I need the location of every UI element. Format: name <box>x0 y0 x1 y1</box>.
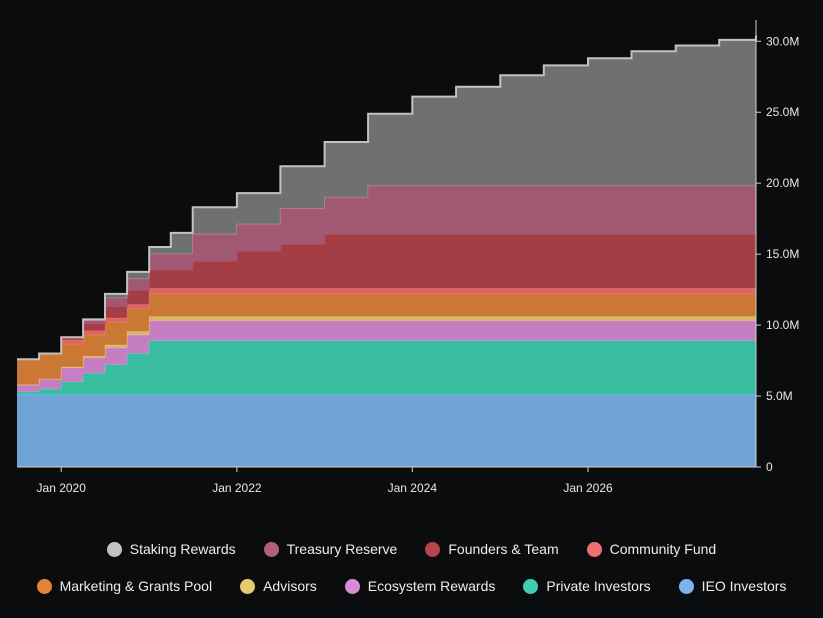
legend-item-staking-rewards[interactable]: Staking Rewards <box>106 541 236 557</box>
area-treasury-reserve <box>17 186 756 360</box>
legend-swatch-icon <box>344 578 360 594</box>
legend-item-community-fund[interactable]: Community Fund <box>586 541 717 557</box>
y-tick-label: 15.0M <box>766 247 799 261</box>
area-private-investors <box>17 340 756 395</box>
legend-item-private-investors[interactable]: Private Investors <box>523 578 651 594</box>
y-tick-label: 5.0M <box>766 389 793 403</box>
legend-row-1: Staking Rewards Treasury Reserve Founders … <box>0 541 823 557</box>
line-staking-rewards <box>17 35 757 361</box>
legend-item-treasury-reserve[interactable]: Treasury Reserve <box>263 541 398 557</box>
legend-swatch-icon <box>425 541 441 557</box>
x-tick-label: Jan 2020 <box>37 481 87 495</box>
legend-row-2: Marketing & Grants Pool Advisors Ecosystem… <box>0 578 823 594</box>
area-ieo-investors <box>17 394 756 467</box>
legend-item-founders-and-team[interactable]: Founders & Team <box>425 541 559 557</box>
legend-swatch-icon <box>106 541 122 557</box>
x-tick-label: Jan 2026 <box>563 481 613 495</box>
legend-label: Ecosystem Rewards <box>367 578 496 594</box>
area-ecosystem-rewards <box>17 320 756 392</box>
legend-label: Treasury Reserve <box>286 541 398 557</box>
legend-swatch-icon <box>36 578 52 594</box>
legend-label: Private Investors <box>546 578 651 594</box>
legend-swatch-icon <box>263 541 279 557</box>
y-axis: 0 5.0M 10.0M 15.0M 20.0M 25.0M 30.0M <box>755 20 799 474</box>
legend-swatch-icon <box>586 541 602 557</box>
legend-label: IEO Investors <box>701 578 787 594</box>
y-tick-label: 10.0M <box>766 318 799 332</box>
y-tick-label: 25.0M <box>766 105 799 119</box>
legend-label: Community Fund <box>609 541 717 557</box>
stacked-areas <box>17 35 757 467</box>
legend-label: Staking Rewards <box>129 541 236 557</box>
x-tick-label: Jan 2024 <box>388 481 438 495</box>
legend-swatch-icon <box>678 578 694 594</box>
x-tick-label: Jan 2022 <box>212 481 262 495</box>
y-tick-label: 20.0M <box>766 176 799 190</box>
y-tick-label: 30.0M <box>766 34 799 48</box>
legend-item-ecosystem-rewards[interactable]: Ecosystem Rewards <box>344 578 496 594</box>
legend-label: Founders & Team <box>448 541 559 557</box>
legend-label: Advisors <box>263 578 317 594</box>
y-tick-label: 0 <box>766 460 773 474</box>
legend-swatch-icon <box>523 578 539 594</box>
area-founders-and-team <box>17 234 756 360</box>
area-marketing-and-grants-pool <box>17 293 756 385</box>
legend-item-marketing-and-grants-pool[interactable]: Marketing & Grants Pool <box>36 578 213 594</box>
legend-label: Marketing & Grants Pool <box>59 578 213 594</box>
legend-swatch-icon <box>240 578 256 594</box>
legend-item-ieo-investors[interactable]: IEO Investors <box>678 578 787 594</box>
legend-item-advisors[interactable]: Advisors <box>240 578 317 594</box>
x-axis: Jan 2020 Jan 2022 Jan 2024 Jan 2026 <box>17 466 756 495</box>
area-staking-rewards <box>17 35 756 360</box>
